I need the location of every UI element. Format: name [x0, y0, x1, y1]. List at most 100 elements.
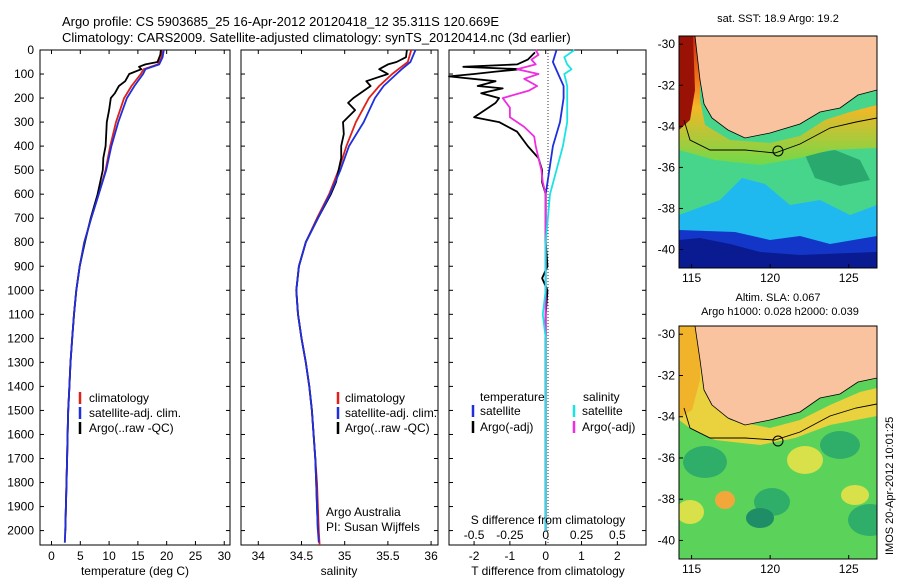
depth-tick: 200	[14, 91, 34, 105]
sst-map-title: sat. SST: 18.9 Argo: 19.2	[717, 13, 839, 25]
map-lon-tick: 125	[839, 562, 859, 576]
depth-tick: 1100	[8, 307, 34, 321]
x-tick-top: 0	[542, 528, 549, 542]
depth-tick: 1300	[7, 355, 34, 369]
depth-tick: 800	[14, 235, 34, 249]
depth-tick: 1900	[7, 500, 34, 514]
imos-timestamp-label: IMOS 20-Apr-2012 10:01:25	[884, 417, 896, 555]
map-lat-tick: -40	[658, 243, 676, 257]
depth-tick: 900	[14, 259, 34, 273]
sla-high-2	[679, 500, 704, 524]
temperature-xlabel: temperature (deg C)	[81, 564, 189, 578]
sla-argo-marker	[772, 435, 784, 447]
legend-temp-argo-label: Argo(-adj)	[480, 420, 533, 434]
x-tick: 0	[48, 549, 55, 563]
series-line-diff-sal-argo	[501, 49, 547, 531]
legend-clim-label: climatology	[89, 391, 149, 405]
sst-warm-shelf	[679, 36, 877, 165]
series-line-diff-sal-sat	[541, 49, 575, 531]
map-lon-tick: 125	[839, 271, 859, 285]
sla-land	[694, 326, 877, 426]
legend-sat-label: satellite-adj. clim.	[89, 406, 181, 420]
map-lat-tick: -40	[658, 533, 676, 547]
map-lon-tick: 115	[682, 562, 701, 576]
x-tick: 5	[77, 549, 84, 563]
depth-tick: 100	[14, 67, 34, 81]
sla-low-3	[746, 508, 774, 528]
map-lat-tick: -38	[658, 492, 676, 506]
sla-west-coast	[679, 326, 700, 418]
x-tick-top: 0.25	[570, 528, 594, 542]
x-tick: 1	[578, 549, 585, 563]
sla-low-5	[848, 504, 877, 536]
map-lon-tick: 120	[760, 271, 780, 285]
legend-temperature-heading: temperature	[480, 390, 545, 404]
profile-series	[63, 49, 575, 546]
sla-high-1	[787, 446, 823, 474]
depth-tick: 1500	[7, 403, 34, 417]
x-tick: 10	[102, 549, 116, 563]
x-tick-top: -0.5	[464, 528, 485, 542]
depth-tick: 600	[14, 187, 34, 201]
x-tick: 34	[252, 549, 266, 563]
legend-argo-label: Argo(..raw -QC)	[89, 421, 174, 435]
depth-tick: 500	[14, 163, 34, 177]
legend-sat-label: satellite-adj. clim.	[345, 406, 437, 420]
temperature-axes	[39, 49, 231, 546]
x-tick: 15	[131, 549, 145, 563]
header-line-1: Argo profile: CS 5903685_25 16-Apr-2012 …	[62, 14, 499, 29]
sla-shelf-band	[679, 330, 877, 445]
sla-isobath	[683, 403, 877, 441]
sla-map-subtitle: Argo h1000: 0.028 h2000: 0.039	[701, 306, 859, 318]
x-tick: 35	[338, 549, 352, 563]
sla-high-3	[715, 491, 735, 509]
sst-map-ticks: 115 120 125 -30 -32 -34 -36 -38 -40	[658, 37, 859, 285]
x-tick: 35.5	[376, 549, 400, 563]
x-tick: -1	[505, 549, 516, 563]
depth-tick: 1400	[7, 379, 34, 393]
series-line-temperature-sat	[63, 49, 165, 543]
x-tick: -2	[469, 549, 480, 563]
header-line-2: Climatology: CARS2009. Satellite-adjuste…	[62, 30, 571, 45]
legend-sal-sat-label: satellite	[582, 404, 623, 418]
x-tick: 2	[614, 549, 621, 563]
sla-map-ticks: 115 120 125 -30 -32 -34 -36 -38 -40	[658, 327, 859, 576]
map-lat-tick: -32	[658, 78, 676, 92]
x-tick: 25	[189, 549, 203, 563]
depth-tick: 1200	[7, 331, 34, 345]
depth-tick: 1600	[7, 427, 34, 441]
depth-tick: 1700	[7, 451, 34, 465]
map-lat-tick: -30	[658, 37, 676, 51]
salinity-legend: climatology satellite-adj. clim. Argo(..…	[336, 391, 437, 435]
sla-map	[679, 326, 877, 559]
sla-high-4	[841, 485, 869, 505]
sst-green-patch	[805, 150, 870, 186]
x-tick: 34.5	[290, 549, 314, 563]
depth-tick: 1000	[7, 283, 34, 297]
map-lat-tick: -36	[658, 451, 676, 465]
legend-sal-argo-label: Argo(-adj)	[582, 420, 635, 434]
sla-map-frame	[678, 325, 878, 560]
x-tick: 36	[424, 549, 438, 563]
depth-tick-labels: 0 100 200 300 400 500 600 700 800 900 1000 1100 1200…	[7, 43, 646, 538]
legend-argo-label: Argo(..raw -QC)	[345, 421, 430, 435]
pi-note: PI: Susan Wijffels	[326, 520, 420, 534]
map-lat-tick: -34	[658, 410, 676, 424]
salinity-axes	[240, 49, 439, 546]
map-lat-tick: -38	[658, 201, 676, 215]
difference-xlabel: T difference from climatology	[471, 564, 625, 578]
x-tick: 30	[218, 549, 232, 563]
difference-legend: temperature satellite Argo(-adj) salinit…	[471, 390, 635, 434]
salinity-xlabel: salinity	[321, 564, 358, 578]
sla-map-title: Altim. SLA: 0.067	[736, 292, 821, 304]
sst-map-frame	[678, 35, 878, 269]
x-tick-top: -0.25	[496, 528, 524, 542]
legend-salinity-heading: salinity	[583, 390, 620, 404]
series-line-salinity-sat	[295, 49, 417, 543]
depth-tick: 400	[14, 139, 34, 153]
argo-australia-note: Argo Australia	[326, 505, 401, 519]
depth-tick: 2000	[7, 524, 34, 538]
map-lon-tick: 115	[682, 271, 701, 285]
depth-tick: 0	[27, 43, 34, 57]
